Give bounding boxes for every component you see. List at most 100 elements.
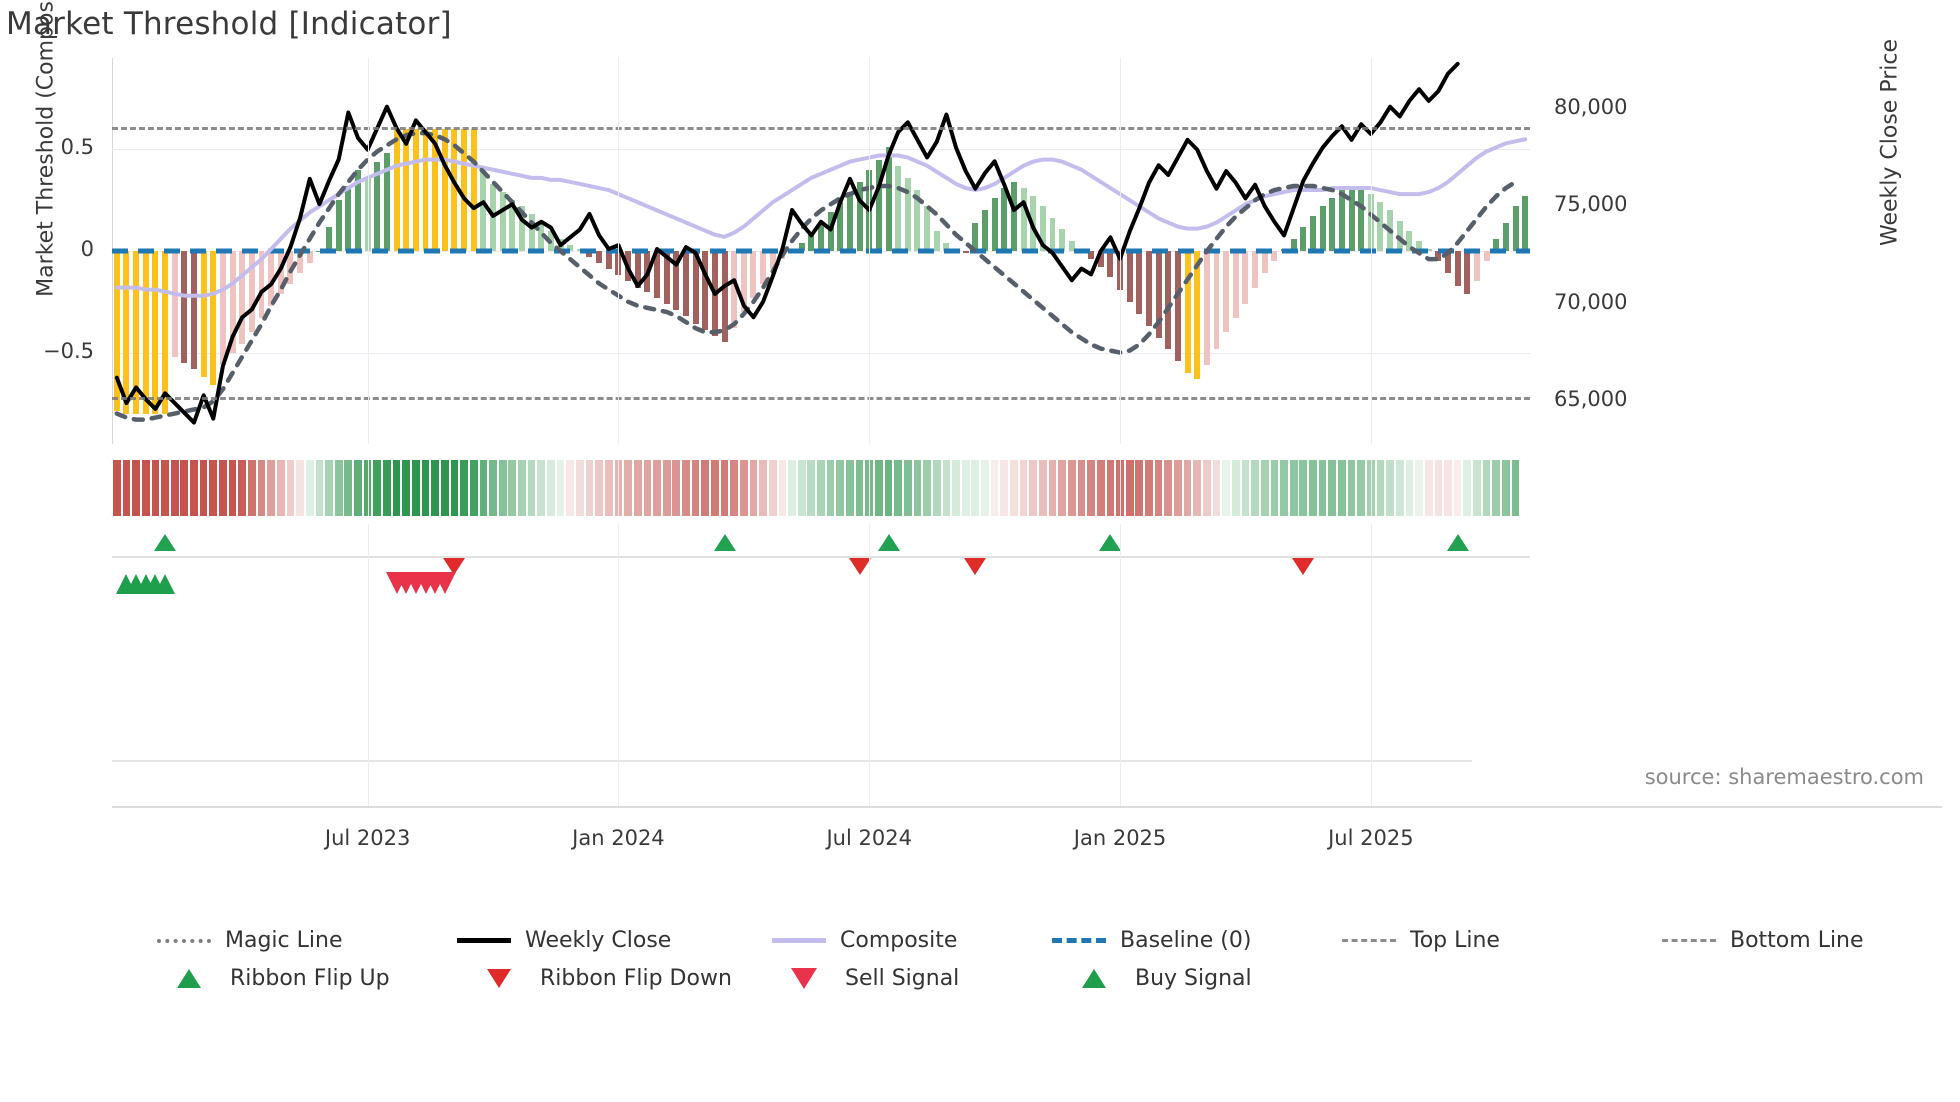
- ribbon-cell: [739, 460, 748, 516]
- threshold-bar: [470, 129, 477, 251]
- ribbon-cell: [411, 460, 420, 516]
- ribbon-cell: [1077, 460, 1086, 516]
- threshold-bar: [1232, 251, 1239, 319]
- threshold-bar: [972, 222, 979, 251]
- threshold-bar: [191, 251, 197, 369]
- ribbon-cell: [595, 460, 603, 516]
- ribbon-cell: [1444, 460, 1452, 516]
- threshold-bar: [1416, 240, 1423, 251]
- ribbon-cell: [1251, 460, 1259, 516]
- page-title: Market Threshold [Indicator]: [6, 6, 452, 42]
- legend-item[interactable]: Bottom Line: [1660, 928, 1864, 953]
- ribbon-cell: [633, 460, 642, 516]
- threshold-bar: [1396, 220, 1403, 251]
- threshold-bar: [509, 200, 516, 251]
- ribbon-cell: [132, 460, 140, 516]
- gridline-v: [367, 524, 369, 584]
- threshold-bar: [1473, 251, 1480, 282]
- threshold-bar: [133, 251, 140, 414]
- ribbon-cell: [1183, 460, 1192, 516]
- ribbon-flip-down-marker: [1292, 558, 1315, 575]
- main-plot-area[interactable]: [112, 58, 1530, 444]
- top-line: [112, 127, 1530, 131]
- ribbon-cell: [479, 460, 488, 516]
- threshold-bar: [1406, 230, 1413, 251]
- ribbon-cell: [170, 460, 179, 516]
- legend-label: Magic Line: [225, 928, 343, 953]
- threshold-bar: [663, 251, 670, 304]
- legend-item[interactable]: Magic Line: [155, 928, 342, 953]
- threshold-bar: [924, 206, 931, 251]
- ribbon-cell: [981, 460, 989, 516]
- ribbon-cell: [498, 460, 507, 516]
- threshold-bar: [1338, 190, 1345, 251]
- ribbon-cell: [1096, 460, 1105, 516]
- ribbon-cell: [1135, 460, 1144, 516]
- legend-item[interactable]: Sell Signal: [775, 966, 959, 991]
- legend-item[interactable]: Composite: [770, 928, 957, 953]
- threshold-bar: [798, 242, 805, 251]
- legend-item[interactable]: Top Line: [1340, 928, 1500, 953]
- ribbon-cell: [788, 460, 796, 516]
- ribbon-cell: [711, 460, 719, 516]
- threshold-bar: [1242, 251, 1249, 304]
- ribbon-cell: [604, 460, 613, 516]
- threshold-bar: [1512, 206, 1519, 251]
- gridline-v: [1370, 460, 1372, 516]
- ribbon-cell: [518, 460, 526, 516]
- threshold-bar: [586, 251, 593, 258]
- threshold-bar: [1203, 251, 1210, 365]
- legend-item[interactable]: Weekly Close: [455, 928, 671, 953]
- threshold-bar: [1174, 251, 1181, 361]
- gridline-v: [1120, 524, 1122, 584]
- gridline-h: [112, 352, 1530, 354]
- ribbon-cell: [768, 460, 777, 516]
- threshold-bar: [316, 251, 323, 252]
- legend-item[interactable]: Ribbon Flip Down: [470, 966, 732, 991]
- ribbon-cell: [1000, 460, 1009, 516]
- threshold-bar: [760, 251, 767, 284]
- ribbon-heatmap-band: [112, 460, 1530, 516]
- ribbon-cell: [1318, 460, 1327, 516]
- ribbon-cell: [325, 460, 333, 516]
- ribbon-cell: [228, 460, 237, 516]
- threshold-bar: [721, 251, 728, 343]
- legend-item[interactable]: Ribbon Flip Up: [160, 966, 390, 991]
- weekly-close-line: [114, 61, 1460, 425]
- legend-item[interactable]: Baseline (0): [1050, 928, 1251, 953]
- ribbon-cell: [1453, 460, 1462, 516]
- ribbon-cell: [1405, 460, 1414, 516]
- threshold-bar: [374, 161, 381, 251]
- threshold-bar: [596, 251, 603, 264]
- threshold-bar: [1300, 226, 1307, 251]
- threshold-bar: [229, 251, 236, 353]
- legend-swatch-slot: [470, 969, 528, 988]
- ribbon-flip-down-marker: [964, 558, 987, 575]
- ribbon-cell: [1087, 460, 1095, 516]
- threshold-bar: [162, 251, 169, 414]
- ribbon-cell: [1067, 460, 1076, 516]
- threshold-bar: [682, 251, 689, 316]
- gridline-v: [1370, 524, 1372, 584]
- ribbon-cell: [1145, 460, 1153, 516]
- threshold-bar: [1213, 251, 1220, 349]
- legend-item[interactable]: Buy Signal: [1065, 966, 1252, 991]
- threshold-bar: [846, 192, 853, 251]
- ribbon-cell: [691, 460, 700, 516]
- threshold-bar: [1088, 251, 1095, 260]
- threshold-bar: [1010, 181, 1017, 251]
- threshold-bar: [219, 251, 226, 365]
- threshold-bar: [432, 129, 439, 251]
- gridline-v: [618, 524, 620, 584]
- ribbon-cell: [122, 460, 131, 516]
- ribbon-cell: [161, 460, 169, 516]
- ribbon-cell: [903, 460, 912, 516]
- ribbon-cell: [817, 460, 825, 516]
- threshold-bar: [364, 177, 371, 251]
- threshold-bar: [1039, 206, 1046, 251]
- threshold-bar: [518, 206, 525, 251]
- ribbon-cell: [1280, 460, 1288, 516]
- ribbon-cell: [1241, 460, 1250, 516]
- legend-swatch-slot: [155, 938, 213, 943]
- threshold-bar: [702, 251, 709, 331]
